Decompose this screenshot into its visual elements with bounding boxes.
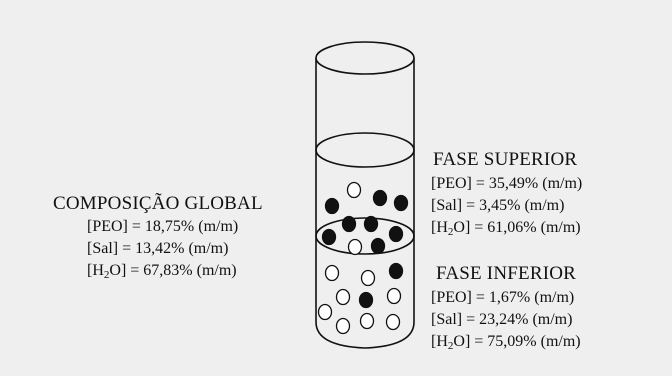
filled-particle — [388, 225, 404, 243]
filled-particle — [363, 215, 379, 233]
upper-peo-value: [PEO] = 35,49% (m/m) — [431, 175, 583, 192]
global-sal-value: [Sal] = 13,42% (m/m) — [87, 240, 229, 257]
empty-particle — [347, 238, 363, 256]
empty-particle — [360, 269, 376, 287]
empty-particle — [359, 312, 375, 330]
filled-particle — [324, 197, 340, 215]
particle-group — [317, 181, 409, 335]
global-composition-title: COMPOSIÇÃO GLOBAL — [53, 193, 263, 214]
upper-h2o-value: [H2O] = 61,06% (m/m) — [431, 219, 581, 238]
filled-particle — [358, 291, 374, 309]
tube-bottom — [315, 321, 415, 349]
empty-particle — [335, 288, 351, 306]
empty-particle — [335, 317, 351, 335]
empty-particle — [324, 264, 340, 282]
lower-sal-value: [Sal] = 23,24% (m/m) — [431, 311, 573, 328]
filled-particle — [372, 189, 388, 207]
lower-h2o-value: [H2O] = 75,09% (m/m) — [431, 333, 581, 352]
filled-particle — [370, 237, 386, 255]
empty-particle — [317, 303, 333, 321]
empty-particle — [385, 313, 401, 331]
filled-particle — [341, 215, 357, 233]
phase-interface — [315, 217, 415, 255]
filled-particle — [321, 228, 337, 246]
upper-sal-value: [Sal] = 3,45% (m/m) — [431, 197, 565, 214]
empty-particle — [346, 181, 362, 199]
lower-peo-value: [PEO] = 1,67% (m/m) — [431, 289, 575, 306]
global-h2o-value: [H2O] = 67,83% (m/m) — [87, 262, 237, 281]
tube-top-opening — [315, 41, 415, 75]
empty-particle — [386, 287, 402, 305]
upper-phase-surface — [315, 132, 415, 168]
filled-particle — [388, 262, 404, 280]
lower-phase-title: FASE INFERIOR — [436, 263, 577, 284]
upper-phase-title: FASE SUPERIOR — [433, 149, 578, 170]
global-peo-value: [PEO] = 18,75% (m/m) — [87, 218, 239, 235]
filled-particle — [393, 194, 409, 212]
